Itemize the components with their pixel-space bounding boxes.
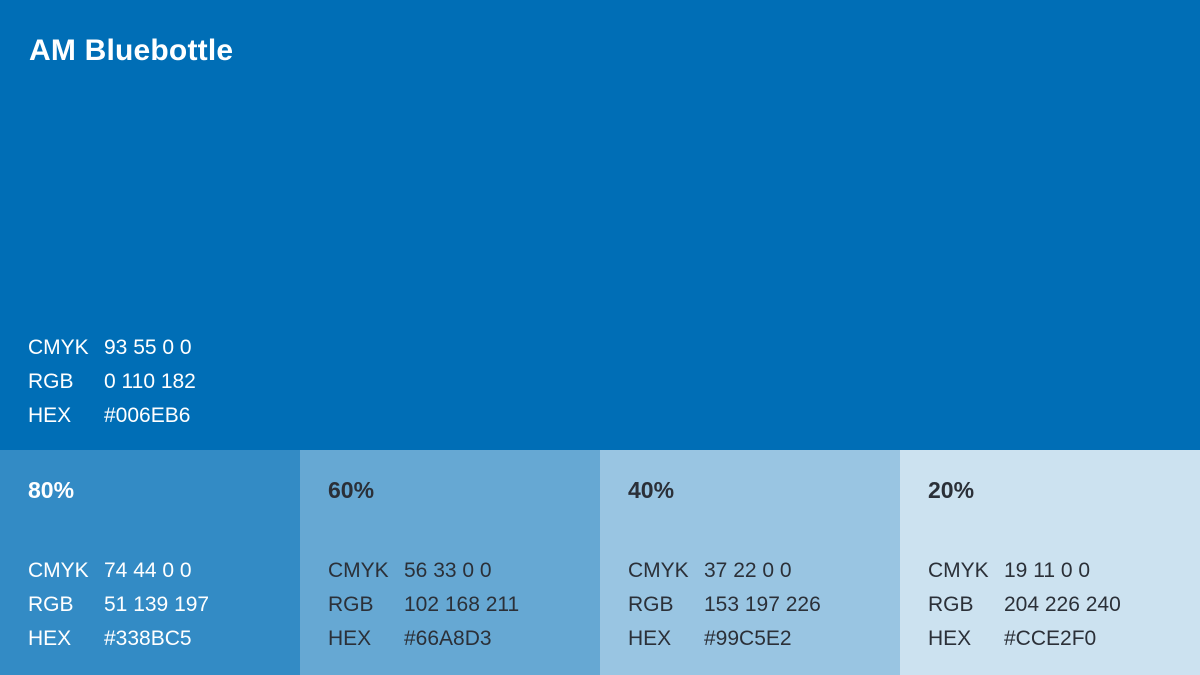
spec-value: #006EB6	[104, 404, 191, 427]
spec-key: CMYK	[328, 559, 389, 582]
spec-key: RGB	[28, 370, 74, 393]
spec-row-hex: HEX #66A8D3	[328, 622, 519, 656]
spec-row-cmyk: CMYK 74 44 0 0	[28, 554, 209, 588]
tint-percentage-label: 40%	[628, 477, 675, 503]
tint-specs: CMYK 37 22 0 0 RGB 153 197 226 HEX #99C5…	[628, 554, 821, 656]
spec-key: HEX	[28, 404, 72, 427]
spec-value: #99C5E2	[704, 627, 792, 650]
tint-specs: CMYK 19 11 0 0 RGB 204 226 240 HEX #CCE2…	[928, 554, 1121, 656]
spec-value: 74 44 0 0	[104, 559, 192, 582]
spec-key: CMYK	[28, 336, 89, 359]
spec-value: #CCE2F0	[1004, 627, 1097, 650]
spec-row-rgb: RGB 0 110 182	[28, 365, 196, 399]
tint-percentage-label: 80%	[28, 477, 75, 503]
spec-key: HEX	[928, 627, 972, 650]
spec-row-rgb: RGB 204 226 240	[928, 588, 1121, 622]
tint-swatch-60: 60% CMYK 56 33 0 0 RGB 102 168 211 HEX #…	[300, 450, 600, 675]
color-name-title: AM Bluebottle	[29, 34, 234, 67]
spec-row-rgb: RGB 153 197 226	[628, 588, 821, 622]
spec-key: CMYK	[928, 559, 989, 582]
spec-value: 204 226 240	[1004, 593, 1121, 616]
spec-key: RGB	[328, 593, 374, 616]
spec-row-cmyk: CMYK 56 33 0 0	[328, 554, 519, 588]
spec-row-cmyk: CMYK 37 22 0 0	[628, 554, 821, 588]
tint-swatch-80: 80% CMYK 74 44 0 0 RGB 51 139 197 HEX #3…	[0, 450, 300, 675]
spec-row-hex: HEX #006EB6	[28, 399, 196, 433]
spec-value: 102 168 211	[404, 593, 520, 616]
spec-row-rgb: RGB 102 168 211	[328, 588, 519, 622]
main-color-specs: CMYK 93 55 0 0 RGB 0 110 182 HEX #006EB6	[28, 331, 196, 433]
spec-value: 153 197 226	[704, 593, 821, 616]
spec-value: #66A8D3	[404, 627, 492, 650]
spec-key: HEX	[328, 627, 372, 650]
spec-key: RGB	[28, 593, 74, 616]
spec-row-rgb: RGB 51 139 197	[28, 588, 209, 622]
spec-value: 56 33 0 0	[404, 559, 492, 582]
spec-row-hex: HEX #338BC5	[28, 622, 209, 656]
main-color-swatch: AM Bluebottle CMYK 93 55 0 0 RGB 0 110 1…	[0, 0, 1200, 450]
spec-value: 51 139 197	[104, 593, 210, 616]
spec-key: RGB	[928, 593, 974, 616]
spec-value: #338BC5	[104, 627, 192, 650]
spec-value: 93 55 0 0	[104, 336, 192, 359]
spec-value: 0 110 182	[104, 370, 196, 393]
tint-swatch-20: 20% CMYK 19 11 0 0 RGB 204 226 240 HEX #…	[900, 450, 1200, 675]
tint-percentage-label: 60%	[328, 477, 375, 503]
spec-value: 19 11 0 0	[1004, 559, 1091, 582]
spec-row-cmyk: CMYK 93 55 0 0	[28, 331, 196, 365]
spec-row-hex: HEX #CCE2F0	[928, 622, 1121, 656]
tint-swatch-40: 40% CMYK 37 22 0 0 RGB 153 197 226 HEX #…	[600, 450, 900, 675]
tint-specs: CMYK 56 33 0 0 RGB 102 168 211 HEX #66A8…	[328, 554, 519, 656]
spec-key: RGB	[628, 593, 674, 616]
tint-specs: CMYK 74 44 0 0 RGB 51 139 197 HEX #338BC…	[28, 554, 209, 656]
spec-value: 37 22 0 0	[704, 559, 792, 582]
tint-percentage-label: 20%	[928, 477, 975, 503]
spec-key: HEX	[28, 627, 72, 650]
tint-swatch-row: 80% CMYK 74 44 0 0 RGB 51 139 197 HEX #3…	[0, 450, 1200, 675]
spec-row-hex: HEX #99C5E2	[628, 622, 821, 656]
spec-key: CMYK	[628, 559, 689, 582]
spec-key: HEX	[628, 627, 672, 650]
spec-key: CMYK	[28, 559, 89, 582]
spec-row-cmyk: CMYK 19 11 0 0	[928, 554, 1121, 588]
